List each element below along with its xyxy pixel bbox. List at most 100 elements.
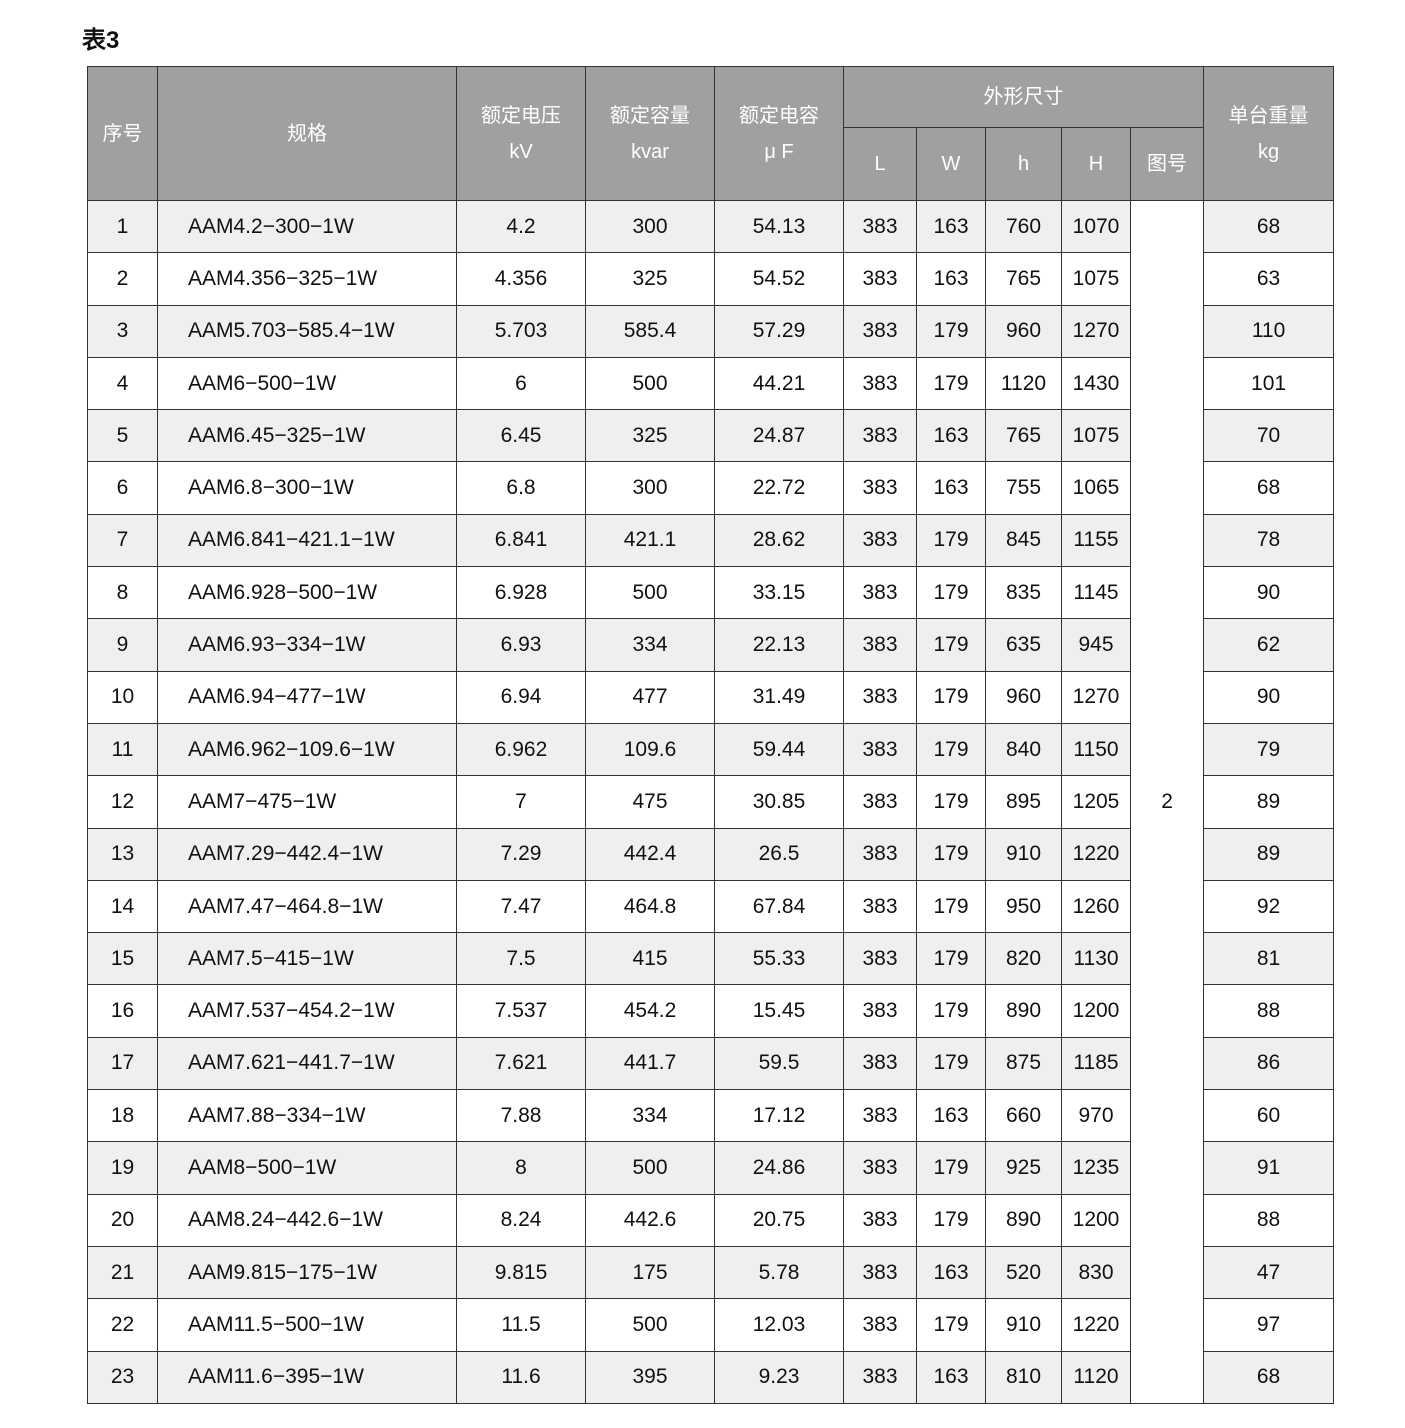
cell-spec: AAM6.94−477−1W	[157, 670, 457, 724]
cell-L: 383	[843, 775, 917, 829]
table-row: 23 AAM11.6−395−1W 11.6 395 9.23 383 163 810 1120…	[87, 1350, 1335, 1404]
cell-spec: AAM8−500−1W	[157, 1141, 457, 1195]
cell-H: 830	[1061, 1245, 1131, 1300]
cell-voltage: 7.29	[456, 827, 586, 881]
header-voltage: 额定电压 kV	[456, 66, 586, 201]
cell-H: 1120	[1061, 1350, 1131, 1404]
cell-W: 163	[916, 1089, 986, 1143]
cell-W: 179	[916, 775, 986, 829]
cell-W: 179	[916, 722, 986, 777]
table-row: 5 AAM6.45−325−1W 6.45 325 24.87 383 163 765 1075…	[87, 409, 1335, 463]
cell-H: 1070	[1061, 199, 1131, 254]
header-L: L	[843, 127, 917, 201]
cell-H: 1065	[1061, 461, 1131, 515]
cell-seq: 22	[87, 1298, 158, 1352]
cell-H: 1220	[1061, 1298, 1131, 1352]
cell-capacity: 395	[585, 1350, 715, 1404]
table-row: 1 AAM4.2−300−1W 4.2 300 54.13 383 163 760 1070 2 6…	[87, 199, 1335, 1404]
cell-capacitance: 22.72	[714, 461, 844, 515]
cell-voltage: 7.5	[456, 932, 586, 986]
cell-spec: AAM7.29−442.4−1W	[157, 827, 457, 881]
cell-capacitance: 59.5	[714, 1036, 844, 1091]
cell-spec: AAM7.5−415−1W	[157, 932, 457, 986]
cell-voltage: 8	[456, 1141, 586, 1195]
cell-h: 890	[985, 1193, 1062, 1247]
cell-voltage: 6.94	[456, 670, 586, 724]
cell-seq: 1	[87, 199, 158, 254]
cell-weight: 92	[1203, 879, 1335, 934]
cell-weight: 90	[1203, 566, 1335, 620]
header-H: H	[1061, 127, 1131, 201]
table-row: 15 AAM7.5−415−1W 7.5 415 55.33 383 179 820 1130 8…	[87, 932, 1335, 986]
header-dimensions: 外形尺寸	[842, 66, 1205, 128]
cell-seq: 13	[87, 827, 158, 881]
cell-weight: 68	[1203, 461, 1335, 515]
table-row: 7 AAM6.841−421.1−1W 6.841 421.1 28.62 383 179 8…	[87, 513, 1335, 568]
cell-L: 383	[843, 252, 917, 306]
cell-L: 383	[843, 1193, 917, 1247]
cell-h: 760	[985, 199, 1062, 254]
cell-spec: AAM6.962−109.6−1W	[157, 722, 457, 777]
cell-spec: AAM6.93−334−1W	[157, 618, 457, 672]
cell-spec: AAM8.24−442.6−1W	[157, 1193, 457, 1247]
cell-voltage: 7	[456, 775, 586, 829]
header-W: W	[916, 127, 986, 201]
table-row: 19 AAM8−500−1W 8 500 24.86 383 179 925 1235 91	[87, 1141, 1335, 1195]
cell-spec: AAM11.5−500−1W	[157, 1298, 457, 1352]
cell-h: 765	[985, 252, 1062, 306]
cell-W: 179	[916, 984, 986, 1038]
cell-h: 660	[985, 1089, 1062, 1143]
capacitor-spec-table: 序号 规格 额定电压 kV 额定容量 kvar 额定电容 μ F 外形尺寸 单台重量 k…	[87, 66, 1335, 1404]
cell-fig: 2	[1129, 200, 1205, 1404]
cell-weight: 89	[1203, 827, 1335, 881]
table-row: 4 AAM6−500−1W 6 500 44.21 383 179 1120 1430 101	[87, 356, 1335, 411]
table-row: 21 AAM9.815−175−1W 9.815 175 5.78 383 163 520 83…	[87, 1245, 1335, 1300]
cell-voltage: 6.841	[456, 513, 586, 568]
cell-voltage: 7.621	[456, 1036, 586, 1091]
cell-L: 383	[843, 1298, 917, 1352]
cell-voltage: 6	[456, 356, 586, 411]
cell-W: 163	[916, 199, 986, 254]
cell-capacitance: 24.86	[714, 1141, 844, 1195]
cell-W: 179	[916, 932, 986, 986]
cell-capacitance: 17.12	[714, 1089, 844, 1143]
cell-h: 875	[985, 1036, 1062, 1091]
cell-spec: AAM6.841−421.1−1W	[157, 513, 457, 568]
table-row: 16 AAM7.537−454.2−1W 7.537 454.2 15.45 383 179…	[87, 984, 1335, 1038]
cell-H: 1200	[1061, 984, 1131, 1038]
cell-seq: 10	[87, 670, 158, 724]
table-row: 14 AAM7.47−464.8−1W 7.47 464.8 67.84 383 179 95…	[87, 879, 1335, 934]
cell-capacitance: 67.84	[714, 879, 844, 934]
cell-capacity: 500	[585, 356, 715, 411]
cell-capacity: 300	[585, 461, 715, 515]
cell-voltage: 6.928	[456, 566, 586, 620]
cell-h: 845	[985, 513, 1062, 568]
cell-h: 635	[985, 618, 1062, 672]
cell-capacitance: 31.49	[714, 670, 844, 724]
cell-seq: 15	[87, 932, 158, 986]
table-title: 表3	[82, 27, 120, 54]
cell-H: 1260	[1061, 879, 1131, 934]
cell-seq: 6	[87, 461, 158, 515]
cell-seq: 5	[87, 409, 158, 463]
cell-L: 383	[843, 1141, 917, 1195]
cell-seq: 2	[87, 252, 158, 306]
cell-capacity: 334	[585, 618, 715, 672]
cell-spec: AAM6−500−1W	[157, 356, 457, 411]
cell-capacitance: 9.23	[714, 1350, 844, 1404]
cell-W: 179	[916, 566, 986, 620]
table-row: 12 AAM7−475−1W 7 475 30.85 383 179 895 1205 89	[87, 775, 1335, 829]
cell-H: 1220	[1061, 827, 1131, 881]
cell-seq: 18	[87, 1089, 158, 1143]
cell-L: 383	[843, 356, 917, 411]
cell-seq: 4	[87, 356, 158, 411]
cell-L: 383	[843, 879, 917, 934]
cell-weight: 86	[1203, 1036, 1335, 1091]
cell-seq: 20	[87, 1193, 158, 1247]
header-spec: 规格	[157, 66, 457, 201]
cell-W: 179	[916, 618, 986, 672]
cell-capacity: 415	[585, 932, 715, 986]
cell-capacitance: 15.45	[714, 984, 844, 1038]
cell-voltage: 7.88	[456, 1089, 586, 1143]
cell-capacity: 500	[585, 1141, 715, 1195]
